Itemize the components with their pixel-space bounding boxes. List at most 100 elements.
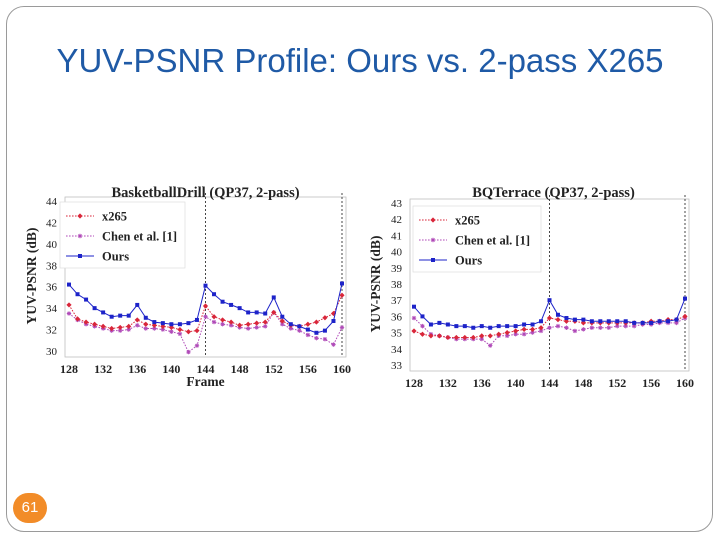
data-point-chen — [564, 325, 569, 330]
data-point-ours — [530, 322, 535, 327]
data-point-ours — [488, 325, 493, 330]
data-point-ours — [539, 319, 544, 324]
data-point-chen — [152, 326, 157, 331]
data-point-ours — [101, 310, 106, 315]
data-point-chen — [581, 327, 586, 332]
x-tick-label: 144 — [541, 376, 559, 390]
data-point-ours — [598, 319, 603, 324]
y-axis-label: YUV-PSNR (dB) — [368, 236, 383, 333]
data-point-x265 — [254, 320, 260, 326]
data-point-ours — [674, 317, 679, 322]
data-point-ours — [186, 321, 191, 326]
y-tick-label: 42 — [46, 217, 57, 229]
data-point-ours — [229, 302, 234, 307]
data-point-ours — [340, 281, 344, 286]
data-point-ours — [212, 292, 217, 297]
y-axis-label: YUV-PSNR (dB) — [24, 228, 39, 325]
data-point-ours — [288, 322, 293, 327]
data-point-ours — [84, 297, 89, 302]
slide-frame — [6, 6, 713, 532]
data-point-ours — [254, 310, 259, 315]
data-point-ours — [237, 306, 242, 311]
y-tick-label: 44 — [46, 196, 58, 208]
data-point-ours — [496, 324, 501, 329]
data-point-x265 — [419, 331, 426, 337]
data-point-x265 — [411, 328, 417, 334]
basketballdrill-chart: BasketballDrill (QP37, 2-pass)3032343638… — [24, 185, 351, 389]
data-point-chen — [160, 327, 166, 332]
data-point-ours — [177, 322, 182, 327]
data-point-x265 — [470, 334, 476, 341]
data-point-x265 — [555, 317, 561, 323]
x-tick-label: 136 — [128, 362, 146, 376]
data-point-ours — [135, 302, 140, 307]
legend-marker-chen — [77, 233, 83, 239]
data-point-chen — [280, 322, 285, 327]
data-point-ours — [203, 283, 208, 288]
data-point-chen — [297, 328, 302, 333]
data-point-ours — [263, 311, 268, 316]
series-ours — [67, 281, 344, 335]
data-point-chen — [117, 328, 123, 333]
legend: x265 Chen et al. [1] Ours — [59, 201, 186, 269]
x-tick-label: 132 — [94, 362, 112, 376]
x-axis-label: Frame — [186, 374, 224, 389]
data-point-chen — [521, 332, 527, 337]
data-point-chen — [245, 326, 251, 331]
series-chen — [66, 310, 345, 355]
data-point-x265 — [109, 325, 115, 332]
data-point-ours — [589, 319, 594, 324]
data-point-x265 — [487, 333, 493, 339]
x-tick-label: 132 — [439, 376, 457, 390]
data-point-chen — [228, 323, 234, 328]
data-point-ours — [305, 327, 310, 332]
data-point-x265 — [143, 321, 149, 327]
data-point-ours — [615, 319, 620, 324]
x-tick-label: 144 — [197, 362, 215, 376]
data-point-ours — [67, 282, 71, 287]
data-point-chen — [513, 332, 518, 337]
data-point-chen — [126, 327, 131, 332]
data-point-x265 — [279, 318, 285, 324]
data-point-ours — [649, 320, 654, 325]
legend-marker-x265 — [430, 217, 436, 223]
data-point-ours — [683, 296, 687, 301]
data-point-ours — [126, 313, 131, 318]
data-point-chen — [420, 323, 425, 329]
data-point-x265 — [504, 330, 510, 336]
data-point-ours — [194, 317, 199, 322]
data-point-x265 — [91, 321, 98, 327]
y-tick-label: 33 — [391, 360, 403, 372]
data-point-chen — [589, 325, 595, 330]
x-tick-label: 152 — [265, 362, 283, 376]
data-point-ours — [297, 324, 302, 329]
y-tick-label: 42 — [391, 214, 402, 226]
data-point-chen — [322, 337, 328, 342]
data-point-x265 — [529, 326, 536, 332]
data-point-x265 — [117, 324, 123, 331]
data-point-chen — [547, 325, 552, 330]
legend: x265 Chen et al. [1] Ours — [412, 205, 542, 273]
data-point-x265 — [538, 325, 544, 331]
legend-label-ours: Ours — [102, 250, 129, 264]
legend-label-chen: Chen et al. [1] — [102, 230, 177, 244]
data-point-x265 — [521, 326, 527, 332]
y-tick-label: 43 — [391, 198, 403, 210]
data-point-ours — [428, 322, 433, 327]
data-point-ours — [160, 321, 165, 326]
data-point-chen — [504, 333, 510, 339]
data-point-x265 — [479, 333, 485, 339]
data-point-ours — [581, 317, 586, 322]
x-tick-label: 156 — [642, 376, 660, 390]
data-point-chen — [555, 323, 561, 329]
data-point-ours — [471, 325, 476, 330]
data-point-chen — [177, 331, 183, 337]
legend-label-x265: x265 — [455, 214, 480, 228]
data-point-ours — [606, 319, 611, 324]
data-point-ours — [505, 324, 510, 329]
data-point-x265 — [462, 334, 468, 341]
data-point-ours — [75, 292, 80, 297]
data-point-ours — [412, 304, 416, 309]
data-point-x265 — [436, 333, 443, 339]
data-point-chen — [220, 322, 225, 327]
